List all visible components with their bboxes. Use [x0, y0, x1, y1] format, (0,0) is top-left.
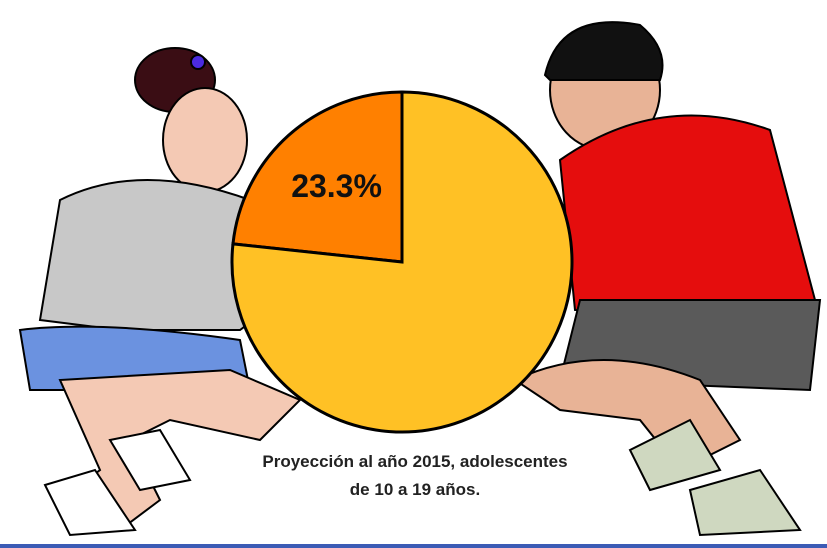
- pie-slice: [231, 90, 404, 264]
- bottom-rule: [0, 544, 827, 548]
- annotation: de 10 a 19 años.: [350, 480, 480, 499]
- illustration-girl: [18, 47, 302, 537]
- slice-label: 23.3%: [291, 168, 382, 204]
- pie: 23.3%: [230, 90, 574, 434]
- pie-slice: [230, 90, 574, 434]
- illustration-boy: [512, 21, 822, 537]
- annotation: Proyección al año 2015, adolescentes: [262, 452, 567, 471]
